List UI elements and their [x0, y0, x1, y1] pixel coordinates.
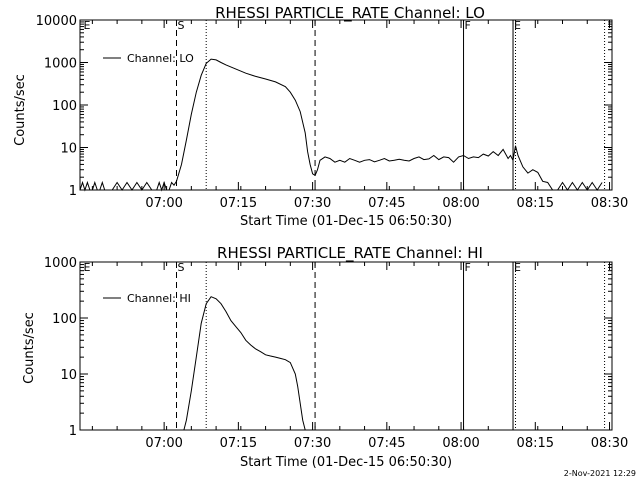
x-tick-label: 08:15 — [517, 436, 554, 451]
x-tick-label: 07:15 — [220, 196, 257, 211]
x-tick-label: 07:15 — [220, 436, 257, 451]
event-marker-label: F — [465, 261, 471, 274]
event-marker-label: S — [178, 19, 185, 32]
legend-label-lo: Channel: LO — [127, 52, 194, 65]
plot-frame — [79, 19, 613, 191]
y-tick-label: 10 — [60, 142, 77, 157]
chart-title-hi: RHESSI PARTICLE_RATE Channel: HI — [217, 244, 483, 263]
event-marker-label: E — [514, 261, 521, 274]
event-marker-label: S — [178, 261, 185, 274]
x-tick-label: 08:30 — [591, 436, 628, 451]
x-tick-label: 08:30 — [591, 196, 628, 211]
y-tick-label: 1000 — [44, 57, 77, 72]
event-marker-label: F — [465, 19, 471, 32]
x-tick-label: 07:45 — [368, 196, 405, 211]
event-marker-label: E — [83, 261, 90, 274]
event-marker-label: E — [83, 19, 90, 32]
series-lo — [79, 58, 603, 192]
x-tick-label: 07:45 — [368, 436, 405, 451]
y-tick-label: 10000 — [36, 14, 77, 29]
x-tick-label: 08:15 — [517, 196, 554, 211]
series-hi — [183, 296, 306, 431]
x-tick-label: 07:30 — [294, 436, 331, 451]
y-tick-label: 100 — [52, 99, 77, 114]
y-ticks-lo: 1 10 100 1000 10000 — [36, 14, 612, 199]
y-tick-label: 10 — [60, 368, 77, 383]
panel-hi: RHESSI PARTICLE_RATE Channel: HI Counts/… — [22, 244, 628, 470]
y-tick-label: 1000 — [44, 256, 77, 271]
y-ticks-hi: 1 10 100 1000 — [44, 256, 612, 439]
x-tick-label: 08:00 — [442, 196, 479, 211]
footer-timestamp: 2-Nov-2021 12:29 — [564, 469, 636, 478]
y-axis-label-lo: Counts/sec — [13, 74, 28, 146]
event-marker-label: E — [514, 19, 521, 32]
y-tick-label: 1 — [69, 184, 77, 199]
panel-lo: RHESSI PARTICLE_RATE Channel: LO Counts/… — [13, 4, 628, 229]
plot-area-hi — [79, 261, 613, 431]
x-tick-label: 07:00 — [145, 436, 182, 451]
x-tick-label: 07:30 — [294, 196, 331, 211]
x-tick-label: 08:00 — [442, 436, 479, 451]
x-axis-label-lo: Start Time (01-Dec-15 06:50:30) — [240, 214, 452, 229]
legend-label-hi: Channel: HI — [127, 292, 191, 305]
plot-area-lo — [79, 19, 613, 191]
y-axis-label-hi: Counts/sec — [22, 312, 37, 384]
series-line — [183, 296, 306, 431]
legend-hi: Channel: HI — [103, 292, 191, 305]
plot-frame — [79, 261, 613, 431]
x-axis-label-hi: Start Time (01-Dec-15 06:50:30) — [240, 455, 452, 470]
legend-lo: Channel: LO — [103, 52, 194, 65]
chart-title-lo: RHESSI PARTICLE_RATE Channel: LO — [215, 4, 485, 23]
series-line — [79, 58, 603, 192]
x-tick-label: 07:00 — [145, 196, 182, 211]
x-ticks-lo: 07:00 07:15 07:30 07:45 08:00 08:15 08:30 — [91, 20, 628, 211]
x-ticks-hi: 07:00 07:15 07:30 07:45 08:00 08:15 08:30 — [91, 262, 628, 451]
y-tick-label: 1 — [69, 424, 77, 439]
y-tick-label: 100 — [52, 312, 77, 327]
